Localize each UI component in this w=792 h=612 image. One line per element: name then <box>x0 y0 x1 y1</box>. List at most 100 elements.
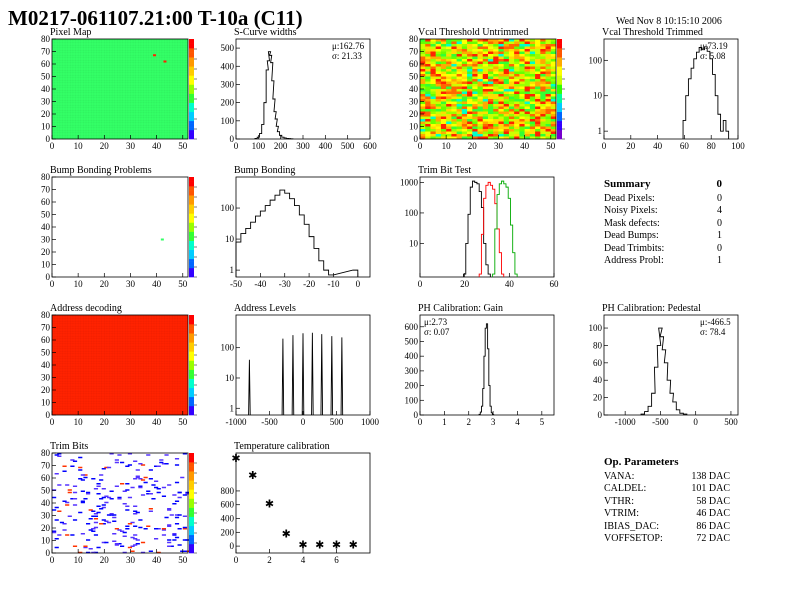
heatmap-cell <box>493 64 499 67</box>
heatmap-cell <box>467 119 473 122</box>
y-tick-label: 80 <box>593 340 603 350</box>
heatmap-cell <box>456 71 463 75</box>
stat-label: μ:73.19 <box>700 41 728 51</box>
heatmap-cell <box>456 49 463 52</box>
heatmap-cell <box>545 81 552 85</box>
heatmap-cell <box>545 111 552 115</box>
heatmap-cell <box>430 76 436 80</box>
heatmap-cell <box>425 111 431 115</box>
heatmap-cell <box>529 64 536 67</box>
heatmap-cell <box>498 124 504 127</box>
x-tick-label: 50 <box>546 141 556 151</box>
heatmap-cell <box>529 126 536 130</box>
heatmap-cell <box>488 56 494 60</box>
heatmap-cell <box>508 106 515 110</box>
colorbar-cell <box>189 500 194 504</box>
heatmap-cell <box>446 129 452 132</box>
heatmap-cell <box>550 119 557 122</box>
colorbar-cell <box>189 190 194 194</box>
heatmap-cell <box>425 104 431 107</box>
heatmap-cell <box>430 136 436 140</box>
heatmap-cell <box>524 136 531 140</box>
heatmap-cell <box>498 76 504 80</box>
heatmap-cell <box>540 96 546 100</box>
colorbar-cell <box>189 75 194 78</box>
y-tick-label: 300 <box>221 79 235 89</box>
heatmap-cell <box>461 51 468 55</box>
colorbar-cell <box>189 471 194 474</box>
heatmap-cell <box>508 74 515 77</box>
heatmap-cell <box>133 544 138 546</box>
heatmap-cell <box>130 550 135 552</box>
heatmap-cell <box>467 51 473 55</box>
colorbar-cell <box>189 57 194 60</box>
heatmap-cell <box>135 476 140 479</box>
colorbar-cell <box>189 249 194 253</box>
heatmap-cell <box>83 546 88 549</box>
histogram-bar <box>696 52 699 139</box>
heatmap-cell <box>425 136 431 140</box>
op-parameters-title: Op. Parameters <box>604 456 679 468</box>
heatmap-cell <box>93 488 99 490</box>
heatmap-cell <box>461 79 468 82</box>
heatmap-cell <box>461 71 468 75</box>
heatmap-cell <box>488 81 494 85</box>
heatmap-cell <box>451 104 457 107</box>
param-value: 46 DAC <box>696 508 730 519</box>
heatmap-cell <box>451 76 457 80</box>
colorbar-cell <box>189 261 194 264</box>
heatmap-cell <box>54 473 59 475</box>
heatmap-cell <box>540 119 546 122</box>
y-tick-label: 1000 <box>400 177 419 187</box>
ph-pedestal-frame <box>603 314 739 416</box>
heatmap-cell <box>529 84 536 87</box>
heatmap-cell <box>498 91 504 95</box>
heatmap-cell <box>451 131 457 135</box>
heatmap-cell <box>508 111 515 115</box>
heatmap-cell <box>420 111 426 115</box>
heatmap-cell <box>493 84 499 87</box>
x-tick-label: -50 <box>230 279 242 289</box>
heatmap-cell <box>524 114 531 117</box>
heatmap-cell <box>435 66 442 70</box>
y-tick-label: 0 <box>230 541 235 551</box>
heatmap-cell <box>467 111 473 115</box>
heatmap-cell <box>482 46 489 50</box>
heatmap-cell <box>461 131 468 135</box>
heatmap-cell <box>545 94 552 97</box>
heatmap-cell <box>140 464 146 466</box>
heatmap-cell <box>493 111 499 115</box>
heatmap-cell <box>529 109 536 112</box>
heatmap-cell <box>540 56 546 60</box>
colorbar-cell <box>557 114 562 117</box>
heatmap-cell <box>167 509 172 511</box>
scatter-point: ✱ <box>349 540 358 552</box>
heatmap-cell <box>461 129 468 132</box>
heatmap-cell <box>435 76 442 80</box>
heatmap-cell <box>524 39 531 42</box>
heatmap-cell <box>154 528 159 530</box>
colorbar-cell <box>189 39 194 42</box>
heatmap-cell <box>540 94 546 97</box>
heatmap-cell <box>62 523 67 525</box>
heatmap-cell <box>545 104 552 107</box>
heatmap-cell <box>472 121 478 125</box>
heatmap-cell <box>545 64 552 67</box>
summary-label: Noisy Pixels: <box>604 205 658 216</box>
heatmap-cell <box>161 534 167 536</box>
heatmap-cell <box>420 39 426 42</box>
heatmap-cell <box>78 551 83 554</box>
heatmap-cell <box>120 461 125 464</box>
heatmap-cell <box>440 69 447 72</box>
colorbar-cell <box>189 514 194 517</box>
heatmap-cell <box>59 521 65 524</box>
colorbar-cell <box>189 195 194 198</box>
heatmap-cell <box>138 526 143 529</box>
heatmap-cell <box>545 49 552 52</box>
colorbar-cell <box>557 59 562 63</box>
heatmap-cell <box>440 91 447 95</box>
heatmap-cell <box>435 46 442 50</box>
heatmap-cell <box>540 74 546 77</box>
heatmap-cell <box>451 59 457 62</box>
heatmap-cell <box>477 84 484 87</box>
